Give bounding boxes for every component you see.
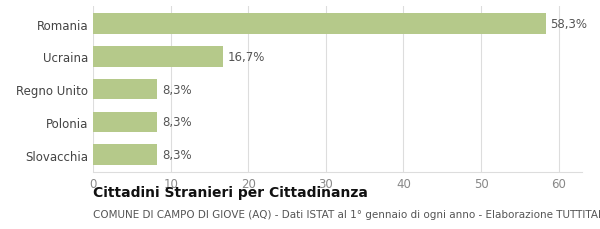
Bar bbox=[93, 80, 157, 100]
Text: 58,3%: 58,3% bbox=[550, 18, 587, 31]
Bar bbox=[93, 47, 223, 67]
Text: 8,3%: 8,3% bbox=[162, 83, 192, 96]
Bar bbox=[93, 145, 157, 165]
Bar bbox=[93, 14, 545, 35]
Text: COMUNE DI CAMPO DI GIOVE (AQ) - Dati ISTAT al 1° gennaio di ogni anno - Elaboraz: COMUNE DI CAMPO DI GIOVE (AQ) - Dati IST… bbox=[93, 209, 600, 219]
Text: Cittadini Stranieri per Cittadinanza: Cittadini Stranieri per Cittadinanza bbox=[93, 185, 368, 199]
Text: 16,7%: 16,7% bbox=[227, 51, 265, 64]
Bar bbox=[93, 112, 157, 132]
Text: 8,3%: 8,3% bbox=[162, 116, 192, 129]
Text: 8,3%: 8,3% bbox=[162, 148, 192, 161]
